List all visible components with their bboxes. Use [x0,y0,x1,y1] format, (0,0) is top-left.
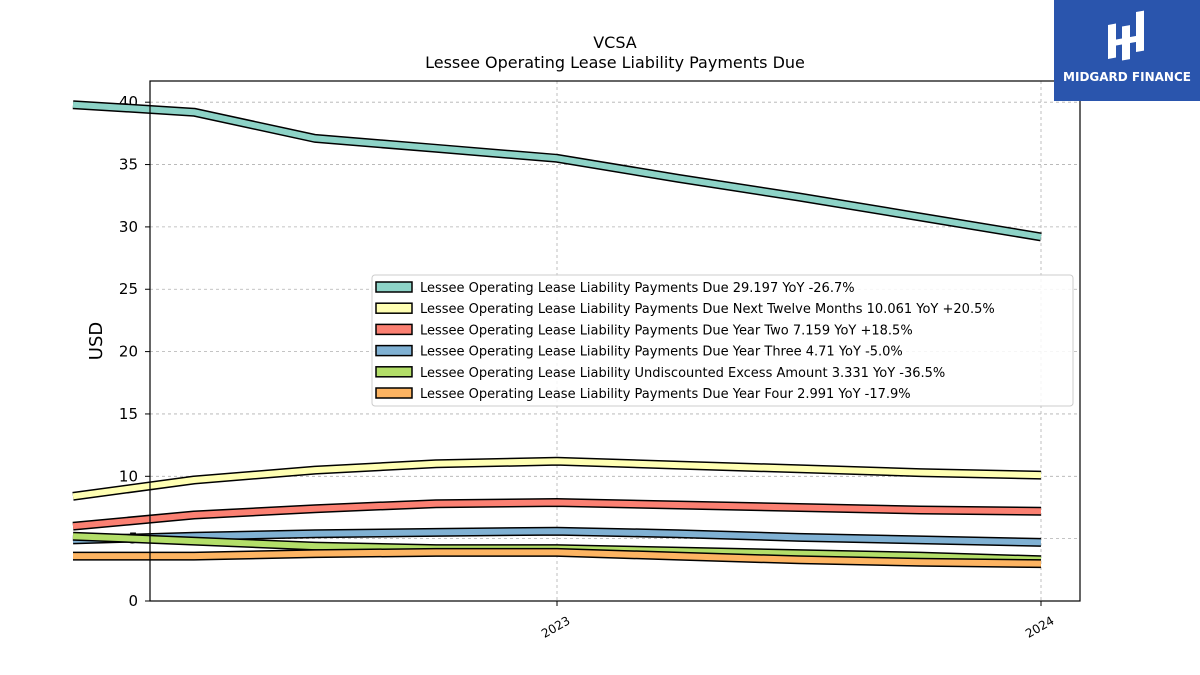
series-line-2 [72,499,1042,530]
series-line-1 [72,458,1042,500]
legend: Lessee Operating Lease Liability Payment… [371,274,1074,407]
y-tick-label: 0 [128,592,138,610]
legend-label: Lessee Operating Lease Liability Payment… [420,281,855,296]
series-line-3 [72,528,1042,546]
y-tick-label: 15 [119,405,138,423]
x-tick-label: 2024 [1023,613,1056,640]
logo-text: MIDGARD FINANCE [1063,70,1191,84]
y-tick-label: 25 [119,280,138,298]
series-lines [72,100,1042,569]
legend-label: Lessee Operating Lease Liability Payment… [420,345,903,360]
series-line-5 [73,549,1042,567]
legend-swatch [375,302,413,314]
x-axis: 2023 2024 [539,601,1057,641]
y-axis-label: USD [86,322,107,360]
logo-mark-icon [1108,10,1144,61]
y-tick-label: 10 [119,467,138,485]
legend-swatch [375,344,413,357]
legend-swatch [375,281,413,293]
legend-swatch [375,387,413,399]
y-tick-label: 35 [119,156,138,174]
legend-label: Lessee Operating Lease Liability Payment… [420,302,995,317]
legend-label: Lessee Operating Lease Liability Undisco… [420,366,945,381]
brand-logo: MIDGARD FINANCE [1054,0,1200,101]
y-tick-label: 30 [119,218,138,236]
legend-box [371,274,1074,407]
plot-frame [149,80,1081,602]
legend-swatch [375,323,413,336]
series-line-0 [72,101,1042,240]
legend-label: Lessee Operating Lease Liability Payment… [420,323,913,338]
legend-label: Lessee Operating Lease Liability Payment… [420,387,911,402]
chart-title: VCSA [593,33,637,52]
x-tick-label: 2023 [539,613,572,640]
chart-subtitle: Lessee Operating Lease Liability Payment… [425,53,805,72]
legend-swatch [375,366,413,378]
y-tick-label: 20 [119,343,138,361]
